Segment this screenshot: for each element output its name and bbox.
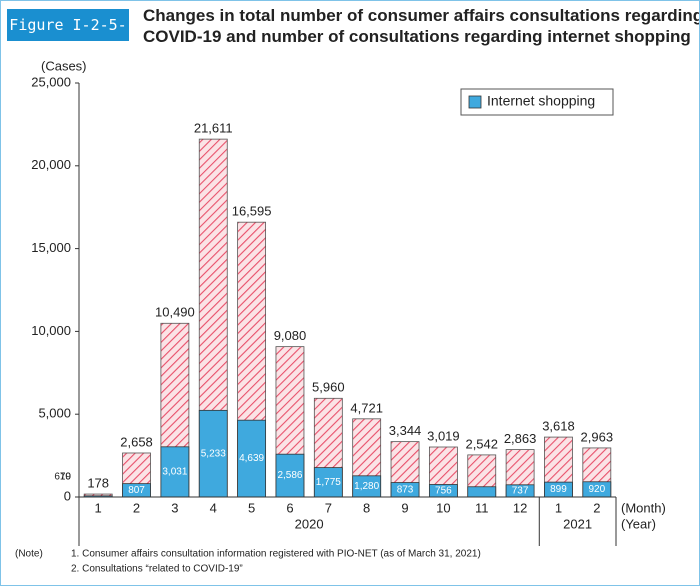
- value-label: 5,233: [201, 448, 226, 459]
- value-label: 756: [435, 485, 452, 496]
- value-label: 1,280: [354, 481, 379, 492]
- value-label: 10,490: [155, 305, 195, 320]
- value-label: 899: [550, 484, 567, 495]
- value-label: 3,031: [162, 467, 187, 478]
- value-label: 807: [128, 485, 145, 496]
- y-tick-label: 15,000: [31, 240, 71, 255]
- x-tick-label: 1: [555, 500, 562, 515]
- x-tick-label: 5: [248, 500, 255, 515]
- note-head: (Note): [15, 549, 43, 560]
- x-tick-label: 7: [325, 500, 332, 515]
- value-label: 737: [512, 486, 529, 497]
- internet-bar: [237, 419, 267, 498]
- internet-bar: [198, 409, 228, 498]
- value-label: 2,963: [581, 429, 614, 444]
- note: 2. Consultations “related to COVID-19”: [71, 564, 243, 575]
- value-label: 21,611: [194, 121, 233, 136]
- legend-label: Internet shopping: [487, 93, 595, 109]
- note: 1. Consumer affairs consultation informa…: [71, 549, 481, 560]
- y-tick-label: 5,000: [38, 406, 71, 421]
- x-tick-label: 8: [363, 500, 370, 515]
- legend-box: [460, 88, 614, 116]
- x-tick-label: 6: [286, 500, 293, 515]
- y-tick-label: 10,000: [31, 323, 71, 338]
- value-label: 920: [588, 484, 605, 495]
- value-label: 178: [87, 475, 109, 490]
- x-tick-label: 11: [475, 500, 489, 515]
- group-label: 2020: [295, 516, 324, 531]
- value-label: 2,863: [504, 431, 537, 446]
- value-label: 3,618: [542, 419, 575, 434]
- value-label: 2,586: [277, 470, 302, 481]
- group-unit: (Year): [621, 516, 656, 531]
- y-axis-unit: (Cases): [41, 58, 87, 73]
- value-label: 1,775: [316, 477, 341, 488]
- x-tick-label: 2: [133, 500, 140, 515]
- value-label: 2,658: [120, 434, 153, 449]
- x-tick-label: 12: [513, 500, 527, 515]
- group-label: 2021: [563, 516, 592, 531]
- x-axis-unit: (Month): [621, 500, 666, 515]
- value-label: 5,960: [312, 380, 345, 395]
- value-label: 3,344: [389, 423, 422, 438]
- value-label: 9,080: [274, 328, 307, 343]
- value-label: 4,639: [239, 453, 264, 464]
- y-tick-label: 25,000: [31, 74, 71, 89]
- value-label: 70: [60, 472, 72, 483]
- chart-title: Changes in total number of consumer affa…: [143, 5, 700, 47]
- x-tick-label: 9: [401, 500, 408, 515]
- figure-label: Figure I-2-5-1: [7, 9, 129, 66]
- value-label: 3,019: [427, 428, 460, 443]
- x-tick-label: 1: [95, 500, 102, 515]
- y-tick-label: 0: [64, 488, 71, 503]
- legend-swatch: [468, 95, 482, 109]
- title-line: Changes in total number of consumer affa…: [143, 6, 700, 25]
- x-tick-label: 10: [436, 500, 450, 515]
- x-tick-label: 2: [593, 500, 600, 515]
- internet-bar: [467, 486, 497, 498]
- value-label: 2,542: [465, 436, 498, 451]
- y-tick-label: 20,000: [31, 157, 71, 172]
- x-tick-label: 3: [171, 500, 178, 515]
- title-line: COVID-19 and number of consultations reg…: [143, 27, 691, 46]
- value-label: 16,595: [232, 204, 272, 219]
- value-label: 619: [54, 472, 71, 483]
- value-label: 4,721: [350, 400, 383, 415]
- value-label: 873: [397, 484, 414, 495]
- x-tick-label: 4: [210, 500, 217, 515]
- header: Figure I-2-5-1 Changes in total number o…: [1, 1, 700, 66]
